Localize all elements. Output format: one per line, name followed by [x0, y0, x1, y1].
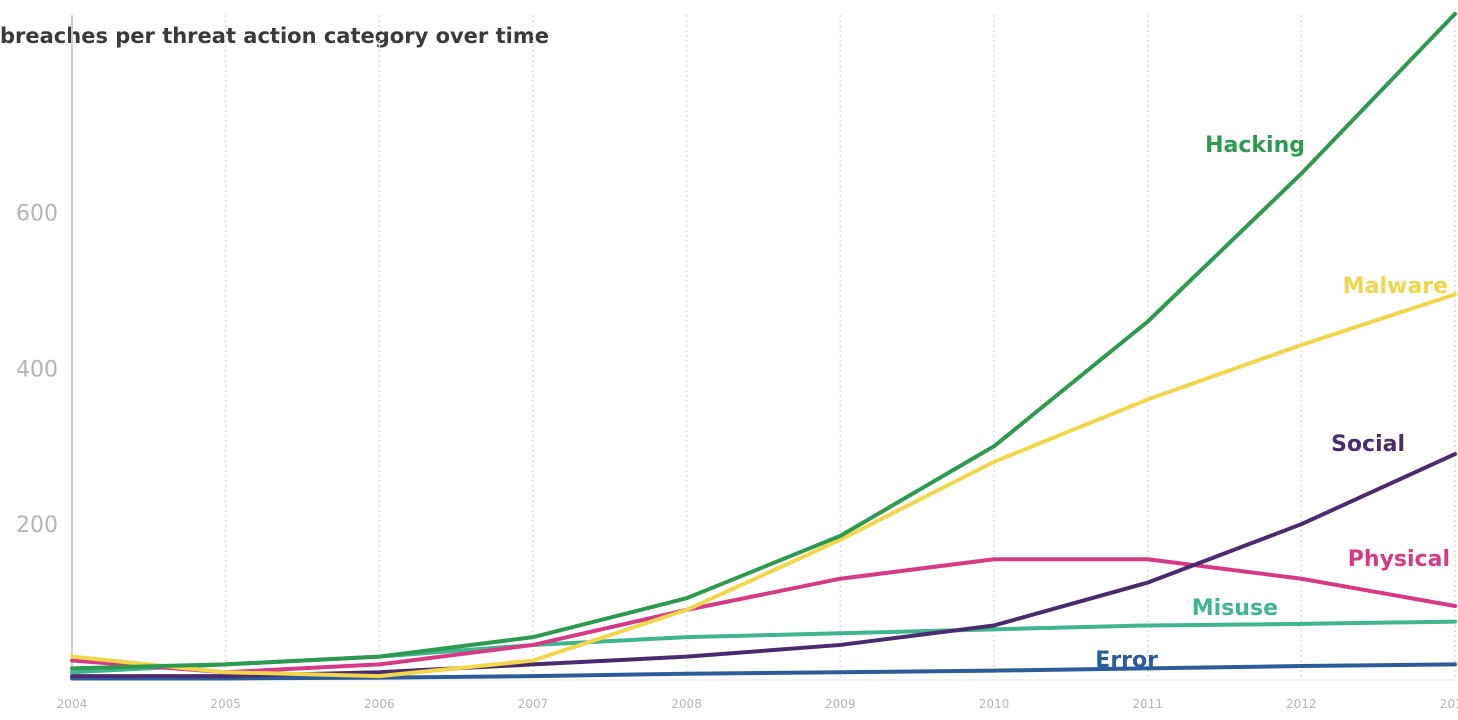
grid-lines: [71, 15, 1456, 681]
x-tick-2008: 2008: [671, 697, 702, 711]
axis-ticks: 2004 2005 2006 2007 2008 2009 2010 2011 2012 2013…: [16, 202, 1458, 711]
x-tick-2011: 2011: [1132, 697, 1163, 711]
series-line-malware: [70, 292, 1457, 679]
series-label-hacking: Hacking: [1205, 133, 1305, 158]
series-line-misuse: [70, 619, 1457, 675]
series-label-physical: Physical: [1348, 547, 1450, 572]
series-line-physical: [70, 557, 1457, 675]
y-tick-200: 200: [16, 513, 58, 538]
series-label-malware: Malware: [1343, 274, 1448, 299]
x-tick-2007: 2007: [518, 697, 549, 711]
series-line-hacking: [70, 11, 1457, 671]
x-tick-2006: 2006: [364, 697, 395, 711]
x-tick-2010: 2010: [979, 697, 1010, 711]
series-label-misuse: Misuse: [1192, 596, 1278, 621]
series-lines: [70, 11, 1457, 681]
x-tick-2013: 2013: [1440, 697, 1458, 711]
y-tick-400: 400: [16, 357, 58, 382]
series-labels: Hacking Malware Social Physical Misuse Error: [1095, 133, 1450, 673]
series-label-social: Social: [1331, 432, 1405, 457]
x-tick-2004: 2004: [57, 697, 88, 711]
series-label-error: Error: [1095, 648, 1158, 673]
y-tick-600: 600: [16, 202, 58, 227]
chart-title: breaches per threat action category over…: [0, 24, 549, 48]
x-tick-2009: 2009: [825, 697, 856, 711]
x-tick-2005: 2005: [210, 697, 241, 711]
x-tick-2012: 2012: [1286, 697, 1317, 711]
series-line-error: [70, 662, 1457, 681]
